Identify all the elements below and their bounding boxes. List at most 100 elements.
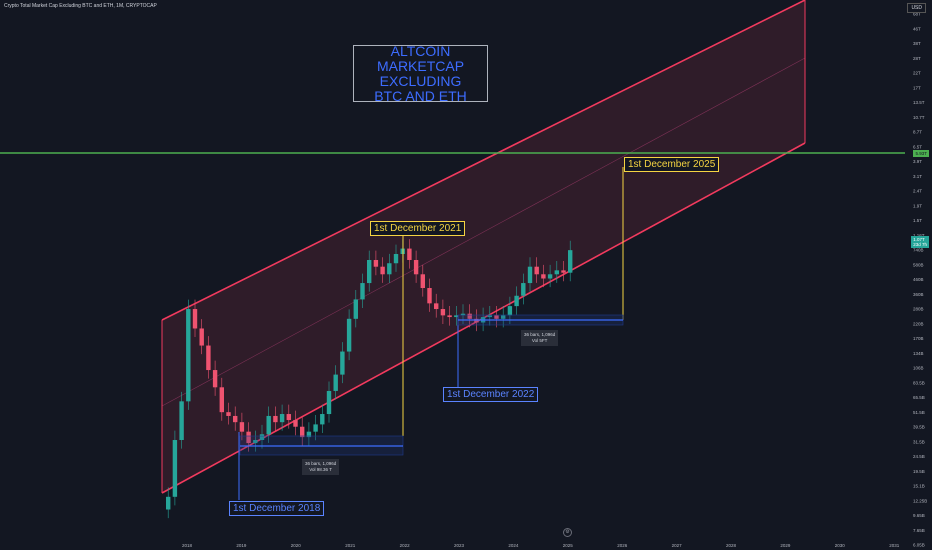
y-tick-label: 170B (913, 336, 924, 341)
y-tick-label: 580B (913, 262, 924, 267)
y-tick-label: 31.5B (913, 439, 925, 444)
y-tick-label: 740B (913, 248, 924, 253)
label-dec-2022: 1st December 2022 (443, 387, 539, 402)
current-price: 1.07T (913, 237, 925, 242)
x-tick-label: 2021 (345, 543, 356, 548)
candle-body (266, 415, 271, 435)
candle-body (279, 414, 285, 423)
resistance-price-tag: 5.93T (913, 150, 929, 157)
measure-2-line2: Vol 5FT (531, 338, 548, 343)
candle-body (474, 318, 479, 323)
candle-body (547, 274, 553, 279)
candle-body (373, 259, 379, 267)
symbol-header: Crypto Total Market Cap Excluding BTC an… (4, 3, 157, 9)
candle-body (293, 420, 298, 427)
y-tick-label: 65.5B (913, 395, 925, 400)
candle-body (447, 315, 452, 318)
candle-body (521, 283, 526, 296)
y-axis[interactable]: 68T 46T 38T 28T 22T 17T 13.5T 10.7T 8.7T 6.5T 3.9T… (913, 12, 927, 548)
candle-body (300, 426, 305, 438)
candle-body (434, 303, 439, 310)
candle-body (568, 250, 573, 273)
title-line-3: BTC AND ETH (374, 87, 467, 104)
x-tick-label: 2024 (508, 543, 519, 548)
measure-1-line2: Vol 98.36 T (309, 467, 332, 472)
x-tick-label: 2019 (236, 543, 247, 548)
label-dec-2018: 1st December 2018 (229, 501, 325, 516)
candle-body (467, 313, 472, 319)
candle-body (233, 415, 238, 423)
y-tick-label: 220B (913, 321, 924, 326)
measure-2-line1: 36 bars, 1,096d (524, 332, 556, 337)
y-tick-label: 22T (913, 71, 921, 76)
candle-body (186, 309, 191, 402)
candle-body (367, 259, 372, 284)
x-tick-label: 2018 (182, 543, 193, 548)
x-tick-label: 2030 (835, 543, 846, 548)
title-line-1: ALTCOIN MARKETCAP (376, 42, 465, 74)
candle-body (212, 370, 218, 388)
candle-body (306, 431, 312, 438)
x-tick-label: 2026 (617, 543, 628, 548)
candle-body (320, 414, 325, 425)
measure-1-line1: 36 bars, 1,096d (305, 461, 337, 466)
candle-body (192, 309, 198, 329)
y-tick-label: 2.4T (913, 189, 922, 194)
y-tick-label: 39.5B (913, 425, 925, 430)
candle-body (413, 259, 419, 275)
settings-icon[interactable]: ⚙ (563, 528, 572, 537)
x-tick-label: 2023 (454, 543, 465, 548)
channel-upper-line (161, 0, 806, 321)
label-dec-2021: 1st December 2021 (370, 221, 466, 236)
y-tick-label: 1.9T (913, 203, 922, 208)
label-dec-2025: 1st December 2025 (624, 157, 720, 172)
y-tick-label: 28T (913, 56, 921, 61)
y-tick-label: 6.05B (913, 543, 925, 548)
y-tick-label: 24.5B (913, 454, 925, 459)
candle-body (166, 496, 171, 510)
y-tick-label: 15.1B (913, 484, 925, 489)
title-line-2: EXCLUDING (379, 72, 462, 89)
candle-body (206, 345, 211, 371)
candle-body (259, 434, 265, 441)
candle-body (393, 254, 399, 264)
y-tick-label: 3.9T (913, 159, 922, 164)
candle-body (454, 315, 459, 318)
currency-selector[interactable]: USD (907, 3, 926, 13)
candle-body (172, 440, 178, 497)
candle-body (253, 440, 258, 444)
candle-body (333, 374, 338, 391)
y-tick-label: 9.65B (913, 513, 925, 518)
candle-body (286, 414, 291, 421)
y-tick-label: 8.7T (913, 130, 922, 135)
y-tick-label: 68T (913, 12, 921, 17)
y-tick-label: 1.5T (913, 218, 922, 223)
current-price-tag: 1.07T 23d 7h (911, 236, 929, 248)
x-axis[interactable]: 2018 2019 2020 2021 2022 2023 2024 2025 2026 2027… (182, 543, 900, 548)
annotation-title: ALTCOIN MARKETCAP EXCLUDING BTC AND ETH (353, 42, 488, 104)
candle-body (460, 313, 466, 316)
candle-body (226, 412, 231, 416)
y-tick-label: 6.5T (913, 144, 922, 149)
candles (166, 239, 573, 519)
y-tick-label: 38T (913, 41, 921, 46)
candle-body (487, 315, 492, 318)
x-tick-label: 2025 (563, 543, 574, 548)
y-tick-label: 17T (913, 85, 921, 90)
candle-body (507, 306, 513, 316)
date-markers (238, 167, 624, 500)
candle-body (179, 401, 184, 441)
y-tick-label: 83.5B (913, 380, 925, 385)
y-tick-label: 360B (913, 292, 924, 297)
candle-body (494, 315, 499, 319)
candle-body (407, 248, 412, 260)
x-tick-label: 2028 (726, 543, 737, 548)
candle-body (527, 266, 533, 284)
y-tick-label: 12.25B (913, 498, 927, 503)
channel-fill (162, 0, 805, 493)
y-tick-label: 106B (913, 366, 924, 371)
y-tick-label: 46T (913, 26, 921, 31)
candle-body (387, 263, 392, 275)
candle-body (353, 299, 358, 319)
